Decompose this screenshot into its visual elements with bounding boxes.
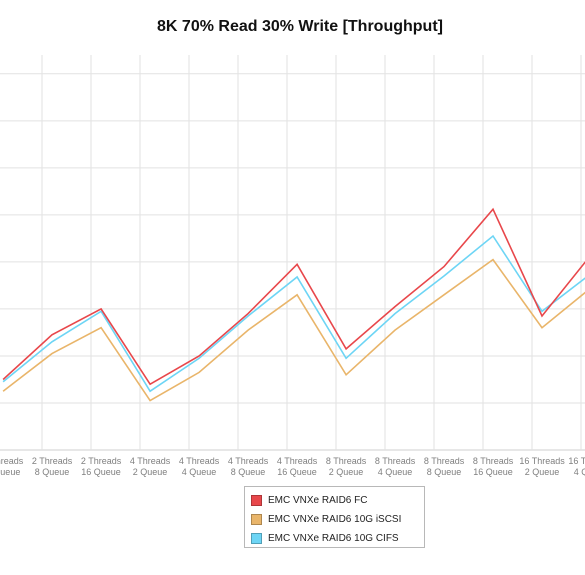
x-tick-label: 8 Threads 8 Queue	[424, 456, 465, 477]
legend-label: EMC VNXe RAID6 10G CIFS	[268, 533, 399, 544]
horizontal-gridlines	[0, 73, 585, 451]
legend-item: EMC VNXe RAID6 10G iSCSI	[251, 510, 418, 529]
series-line-2	[2, 258, 585, 402]
x-tick-label: 8 Threads 2 Queue	[326, 456, 367, 477]
legend-label: EMC VNXe RAID6 10G iSCSI	[268, 514, 402, 525]
x-tick-label: 16 Threads 2 Queue	[519, 456, 565, 477]
legend-swatch	[251, 495, 262, 506]
legend-swatch	[251, 514, 262, 525]
x-tick-label: 2 Threads 16 Queue	[81, 456, 122, 477]
series-line-3	[2, 234, 585, 393]
x-tick-label: 8 Threads 16 Queue	[473, 456, 514, 477]
x-tick-label: 8 Threads 4 Queue	[375, 456, 416, 477]
legend-item: EMC VNXe RAID6 FC	[251, 491, 418, 510]
legend: EMC VNXe RAID6 FC EMC VNXe RAID6 10G iSCS…	[244, 486, 425, 548]
legend-swatch	[251, 533, 262, 544]
legend-item: EMC VNXe RAID6 10G CIFS	[251, 529, 418, 548]
x-tick-label: 4 Threads 4 Queue	[179, 456, 220, 477]
vertical-gridlines	[41, 55, 582, 450]
chart-title: 8K 70% Read 30% Write [Throughput]	[157, 18, 443, 35]
x-tick-label: 4 Threads 2 Queue	[130, 456, 171, 477]
x-tick-label: 2 Threads 8 Queue	[32, 456, 73, 477]
x-tick-label: 4 Threads 8 Queue	[228, 456, 269, 477]
legend-label: EMC VNXe RAID6 FC	[268, 495, 368, 506]
series-lines	[2, 207, 585, 402]
series-line-1	[2, 207, 585, 386]
x-tick-label: 4 Threads 16 Queue	[277, 456, 318, 477]
